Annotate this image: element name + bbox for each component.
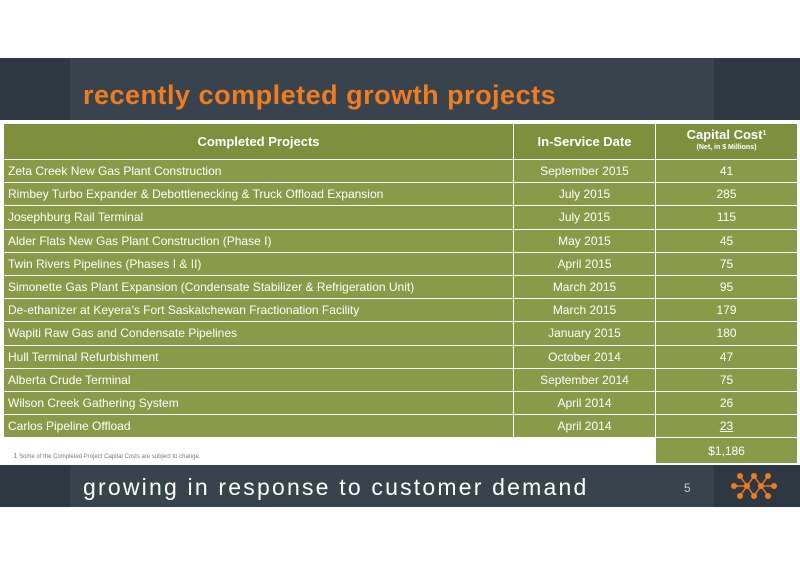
capital-cost: 115	[655, 205, 798, 230]
total-spacer	[513, 437, 656, 464]
table-row: Simonette Gas Plant Expansion (Condensat…	[3, 274, 798, 300]
table-area: Completed Projects In-Service Date Capit…	[0, 120, 800, 465]
capital-cost: 75	[655, 251, 798, 276]
table-row: Rimbey Turbo Expander & Debottlenecking …	[3, 182, 798, 207]
project-name: Alder Flats New Gas Plant Construction (…	[3, 228, 514, 253]
header-completed-projects: Completed Projects	[3, 123, 514, 160]
header-capital-cost-units: (Net, in $ Millions)	[696, 144, 757, 151]
project-name: Josephburg Rail Terminal	[3, 205, 514, 230]
in-service-date: April 2014	[513, 390, 656, 416]
in-service-date: January 2015	[513, 321, 656, 346]
project-name: Zeta Creek New Gas Plant Construction	[3, 158, 514, 184]
table-row: Carlos Pipeline Offload April 2014 23	[3, 414, 798, 439]
header-in-service-date: In-Service Date	[513, 123, 656, 160]
project-name: Rimbey Turbo Expander & Debottlenecking …	[3, 182, 514, 207]
in-service-date: September 2014	[513, 367, 656, 392]
table-row: Josephburg Rail Terminal July 2015 115	[3, 205, 798, 230]
header-capital-cost: Capital Cost1 (Net, in $ Millions)	[655, 123, 798, 160]
header-capital-cost-footnote-mark: 1	[762, 130, 767, 137]
footnote-text: Some of the Completed Project Capital Co…	[19, 453, 201, 460]
project-name: Hull Terminal Refurbishment	[3, 344, 514, 369]
capital-cost: 95	[655, 274, 798, 300]
capital-cost: 179	[655, 298, 798, 323]
footnote: 1 Some of the Completed Project Capital …	[3, 437, 514, 464]
in-service-date: April 2014	[513, 414, 656, 439]
in-service-date: May 2015	[513, 228, 656, 253]
table-row: Twin Rivers Pipelines (Phases I & II) Apr…	[3, 251, 798, 276]
header-capital-cost-label: Capital Cost	[686, 127, 763, 142]
page-number: 5	[684, 481, 691, 495]
project-name: Carlos Pipeline Offload	[3, 414, 514, 439]
in-service-date: July 2015	[513, 205, 656, 230]
projects-table: Completed Projects In-Service Date Capit…	[3, 123, 798, 465]
in-service-date: September 2015	[513, 158, 656, 184]
table-row: Wilson Creek Gathering System April 2014 2…	[3, 390, 798, 416]
capital-cost: 45	[655, 228, 798, 253]
project-name: Wapiti Raw Gas and Condensate Pipelines	[3, 321, 514, 346]
capital-cost: 75	[655, 367, 798, 392]
capital-cost: 26	[655, 390, 798, 416]
project-name: De-ethanizer at Keyera’s Fort Saskatchew…	[3, 298, 514, 323]
table-row: Alder Flats New Gas Plant Construction (…	[3, 228, 798, 253]
table-row: Alberta Crude Terminal September 2014 75	[3, 367, 798, 392]
capital-cost: 41	[655, 158, 798, 184]
table-row: Zeta Creek New Gas Plant Construction Sep…	[3, 158, 798, 184]
table-row: De-ethanizer at Keyera’s Fort Saskatchew…	[3, 298, 798, 323]
table-row: Hull Terminal Refurbishment October 2014 4…	[3, 344, 798, 369]
company-logo-icon	[731, 473, 777, 499]
project-name: Alberta Crude Terminal	[3, 367, 514, 392]
table-row: Wapiti Raw Gas and Condensate Pipelines J…	[3, 321, 798, 346]
project-name: Simonette Gas Plant Expansion (Condensat…	[3, 274, 514, 300]
slide-title: recently completed growth projects	[83, 80, 557, 110]
footer-tagline: growing in response to customer demand	[83, 474, 589, 500]
footer-band	[0, 465, 800, 507]
in-service-date: July 2015	[513, 182, 656, 207]
in-service-date: March 2015	[513, 298, 656, 323]
in-service-date: March 2015	[513, 274, 656, 300]
table-total-row: 1 Some of the Completed Project Capital …	[3, 437, 798, 465]
total-capital-cost: $1,186	[655, 437, 798, 465]
capital-cost: 285	[655, 182, 798, 207]
header-band	[0, 58, 800, 120]
footnote-mark: 1	[13, 452, 18, 460]
project-name: Twin Rivers Pipelines (Phases I & II)	[3, 251, 514, 276]
in-service-date: October 2014	[513, 344, 656, 369]
in-service-date: April 2015	[513, 251, 656, 276]
table-header-row: Completed Projects In-Service Date Capit…	[3, 123, 798, 160]
capital-cost: 180	[655, 321, 798, 346]
capital-cost-value: 23	[719, 419, 734, 434]
capital-cost: 23	[655, 414, 798, 439]
capital-cost: 47	[655, 344, 798, 369]
project-name: Wilson Creek Gathering System	[3, 390, 514, 416]
